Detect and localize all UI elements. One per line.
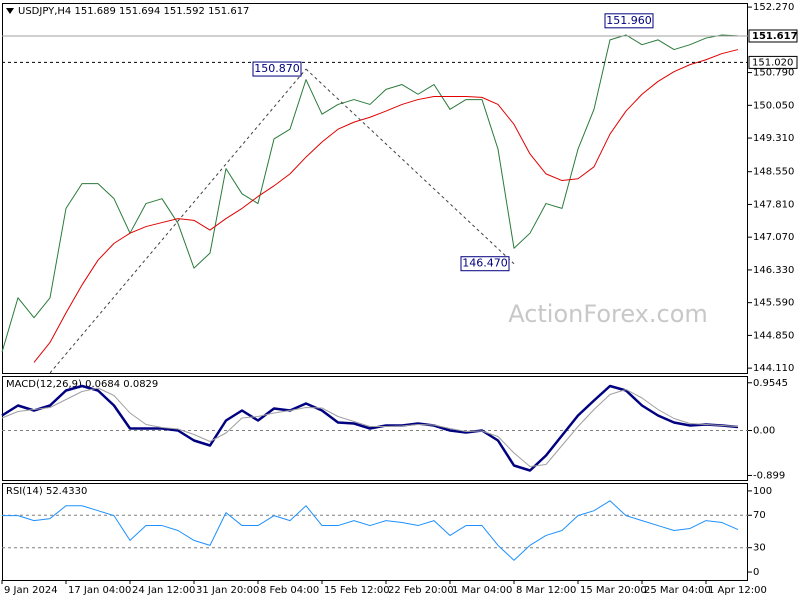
title-icon [6, 8, 14, 14]
x-tick-label: 25 Mar 04:00 [644, 585, 711, 596]
price-label-box [748, 55, 798, 69]
x-tick-label: 8 Feb 04:00 [260, 585, 319, 596]
watermark: ActionForex.com [508, 300, 708, 328]
x-tick-label: 15 Feb 12:00 [324, 585, 390, 596]
y-tick-label: 0 [753, 567, 759, 578]
price-label: 151.617 [752, 31, 798, 42]
annotation-label: 150.870 [254, 62, 300, 75]
series-line [1, 384, 739, 472]
y-tick-label: 0.9545 [753, 378, 788, 389]
price-panel [2, 3, 748, 374]
y-tick-label: -0.899 [753, 470, 785, 481]
annotation-label: 146.470 [462, 257, 508, 270]
price-label: 151.020 [752, 57, 793, 68]
y-tick-label: 147.070 [753, 232, 794, 243]
chart-title: USDJPY,H4 151.689 151.694 151.592 151.61… [18, 6, 249, 17]
y-tick-label: 147.810 [753, 199, 794, 210]
y-tick-label: 144.850 [753, 330, 794, 341]
x-tick-label: 31 Jan 20:00 [196, 585, 259, 596]
series-line [33, 49, 739, 363]
y-tick-label: 145.590 [753, 298, 794, 309]
zigzag [49, 68, 307, 374]
y-tick-label: 152.270 [753, 2, 794, 13]
macd-title: MACD(12,26,9) 0.0684 0.0829 [6, 379, 158, 390]
x-tick-label: 22 Feb 20:00 [388, 585, 454, 596]
x-tick-label: 1 Mar 04:00 [452, 585, 512, 596]
annotation-box [460, 256, 510, 272]
x-tick-label: 24 Jan 12:00 [132, 585, 195, 596]
y-tick-label: 144.110 [753, 363, 794, 374]
price-label-box [748, 29, 798, 43]
series-line [1, 387, 739, 467]
annotation-label: 151.960 [606, 14, 652, 27]
y-tick-label: 149.310 [753, 133, 794, 144]
x-tick-label: 15 Mar 20:00 [580, 585, 647, 596]
y-tick-label: 150.050 [753, 100, 794, 111]
x-tick-label: 1 Apr 12:00 [708, 585, 767, 596]
y-tick-label: 100 [753, 486, 772, 497]
x-tick-label: 8 Mar 12:00 [516, 585, 576, 596]
y-tick-label: 148.550 [753, 167, 794, 178]
annotation-box [604, 13, 654, 29]
annotation-box [252, 61, 302, 77]
y-tick-label: 30 [753, 543, 766, 554]
x-tick-label: 17 Jan 04:00 [68, 585, 131, 596]
y-tick-label: 70 [753, 510, 766, 521]
x-tick-label: 9 Jan 2024 [4, 585, 58, 596]
rsi-panel [2, 483, 748, 581]
y-tick-label: 146.330 [753, 265, 794, 276]
series-line [1, 34, 739, 353]
series-line [2, 500, 739, 561]
y-tick-label: 0.00 [753, 426, 775, 437]
rsi-title: RSI(14) 52.4330 [6, 486, 87, 497]
y-tick-label: 150.790 [753, 68, 794, 79]
